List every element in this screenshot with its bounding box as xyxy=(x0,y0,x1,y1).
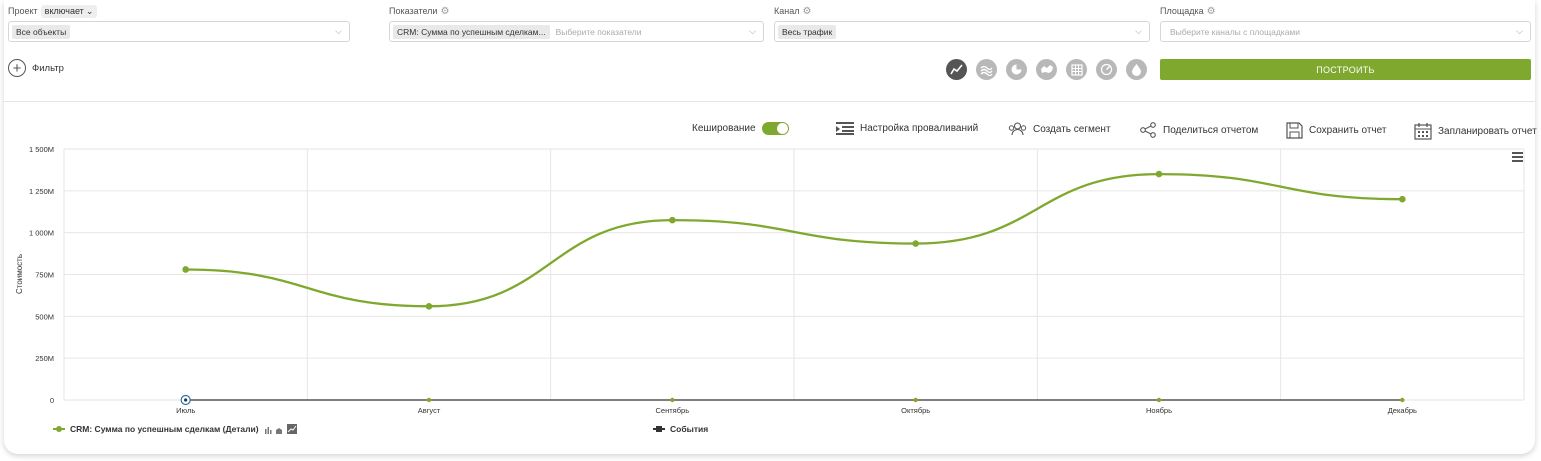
legend-label-events: События xyxy=(670,424,709,434)
legend-item-crm[interactable]: CRM: Сумма по успешным сделкам (Детали) xyxy=(53,424,298,434)
x-tick-label: Декабрь xyxy=(1388,406,1417,415)
y-tick-label: 750M xyxy=(35,271,54,280)
gear-icon[interactable]: ⚙ xyxy=(1206,5,1216,17)
line-chart-icon[interactable] xyxy=(946,59,967,80)
y-tick-label: 1 000M xyxy=(29,229,54,238)
caching-toggle[interactable] xyxy=(761,122,789,135)
data-point-events[interactable] xyxy=(1156,397,1162,403)
create-segment-label: Создать сегмент xyxy=(1033,123,1111,135)
share-report-button[interactable]: Поделиться отчетом xyxy=(1140,122,1258,138)
divider xyxy=(4,101,1535,102)
project-mode-value: включает xyxy=(44,6,84,16)
chevron-down-icon: ⌵ xyxy=(1135,26,1142,36)
data-point-crm[interactable] xyxy=(669,216,676,224)
gear-icon[interactable]: ⚙ xyxy=(802,5,812,17)
data-point-crm[interactable] xyxy=(912,240,919,247)
create-segment-button[interactable]: Создать сегмент xyxy=(1008,122,1111,136)
channel-label: Канал xyxy=(774,6,800,16)
selected-point-dot xyxy=(184,398,188,402)
project-filter: Проект включает ⌄ Все объекты ⌵ xyxy=(8,4,350,42)
channel-select[interactable]: Весь трафик ⌵ xyxy=(774,21,1150,42)
drilldown-label: Настройка проваливаний xyxy=(860,123,979,134)
drop-icon[interactable] xyxy=(1126,59,1147,80)
legend-marker-crm xyxy=(53,426,65,432)
chart-series xyxy=(180,170,1406,406)
data-point-crm[interactable] xyxy=(1399,195,1406,203)
y-tick-label: 250M xyxy=(35,354,54,363)
metrics-label: Показатели xyxy=(389,6,438,16)
x-tick-label: Октябрь xyxy=(901,406,930,415)
data-point-events[interactable] xyxy=(913,397,918,403)
chevron-down-icon: ⌵ xyxy=(749,26,756,36)
metrics-filter: Показатели ⚙ CRM: Сумма по успешным сдел… xyxy=(389,4,764,42)
y-tick-label: 500M xyxy=(35,312,54,321)
plus-icon: + xyxy=(8,59,26,77)
data-point-events[interactable] xyxy=(1400,397,1405,403)
table-icon[interactable] xyxy=(1066,59,1087,80)
drilldown-icon xyxy=(836,122,854,135)
x-tick-label: Август xyxy=(418,406,441,415)
data-point-events[interactable] xyxy=(426,397,432,403)
save-icon xyxy=(1286,122,1303,139)
platform-label: Площадка xyxy=(1160,6,1204,16)
platform-filter: Площадка ⚙ Выберите каналы с площадками … xyxy=(1160,4,1531,42)
save-report-label: Сохранить отчет xyxy=(1309,125,1387,136)
add-filter-button[interactable]: + Фильтр xyxy=(8,59,64,77)
y-tick-label: 0 xyxy=(50,396,54,405)
schedule-report-button[interactable]: Запланировать отчет xyxy=(1414,122,1537,140)
legend-label-crm: CRM: Сумма по успешным сделкам (Детали) xyxy=(70,424,259,434)
data-point-events[interactable] xyxy=(670,397,675,403)
metrics-select[interactable]: CRM: Сумма по успешным сделкам... Выбери… xyxy=(389,21,764,42)
y-tick-label: 1 500M xyxy=(29,145,54,154)
chart-type-icons[interactable] xyxy=(264,424,298,434)
y-tick-label: 1 250M xyxy=(29,187,54,196)
share-icon xyxy=(1140,122,1156,138)
add-filter-label: Фильтр xyxy=(32,62,64,74)
caching-label: Кеширование xyxy=(692,123,756,134)
chart-menu-icon[interactable] xyxy=(1512,152,1523,164)
x-tick-label: Июль xyxy=(176,406,195,415)
map-icon[interactable] xyxy=(1036,59,1057,80)
chevron-down-icon: ⌵ xyxy=(1516,26,1523,36)
chart-grid xyxy=(63,148,1525,401)
project-select[interactable]: Все объекты ⌵ xyxy=(8,21,350,42)
legend-marker-events xyxy=(653,426,665,432)
channel-filter: Канал ⚙ Весь трафик ⌵ xyxy=(774,4,1150,42)
legend-item-events[interactable]: События xyxy=(653,424,708,434)
schedule-report-label: Запланировать отчет xyxy=(1438,125,1537,137)
data-point-crm[interactable] xyxy=(1155,170,1163,178)
series-line-crm xyxy=(185,172,1403,308)
project-mode-dropdown[interactable]: включает ⌄ xyxy=(40,4,98,18)
x-tick-label: Сентябрь xyxy=(656,406,690,415)
save-report-button[interactable]: Сохранить отчет xyxy=(1286,122,1386,139)
platform-select[interactable]: Выберите каналы с площадками ⌵ xyxy=(1160,21,1531,42)
x-axis-ticks: Июль Август Сентябрь Октябрь Ноябрь Декабрь xyxy=(176,406,1417,415)
project-label: Проект xyxy=(8,6,38,16)
build-button[interactable]: ПОСТРОИТЬ xyxy=(1160,59,1531,80)
visualization-switcher xyxy=(946,59,1147,80)
calendar-icon xyxy=(1414,123,1432,140)
data-point-crm[interactable] xyxy=(182,266,189,273)
metrics-placeholder: Выберите показатели xyxy=(555,26,642,37)
gauge-icon[interactable] xyxy=(1096,59,1117,80)
share-report-label: Поделиться отчетом xyxy=(1163,124,1259,136)
users-icon xyxy=(1008,122,1027,136)
gear-icon[interactable]: ⚙ xyxy=(440,5,450,17)
metrics-tag: CRM: Сумма по успешным сделкам... xyxy=(393,24,550,39)
channel-tag: Весь трафик xyxy=(778,24,837,39)
pie-chart-icon[interactable] xyxy=(1006,59,1027,80)
chevron-down-icon: ⌵ xyxy=(335,26,342,36)
y-axis-label: Стоимость xyxy=(15,254,24,294)
x-tick-label: Ноябрь xyxy=(1146,406,1172,415)
area-chart-icon[interactable] xyxy=(976,59,997,80)
data-point-crm[interactable] xyxy=(425,302,433,310)
y-axis-ticks: 0 250M 500M 750M 1 000M 1 250M 1 500M xyxy=(29,145,54,405)
caching-toggle-group: Кеширование xyxy=(692,122,789,135)
platform-placeholder: Выберите каналы с площадками xyxy=(1170,26,1301,37)
chevron-down-icon: ⌄ xyxy=(85,5,94,16)
drilldown-settings-button[interactable]: Настройка проваливаний xyxy=(836,122,978,135)
project-tag: Все объекты xyxy=(12,24,71,39)
